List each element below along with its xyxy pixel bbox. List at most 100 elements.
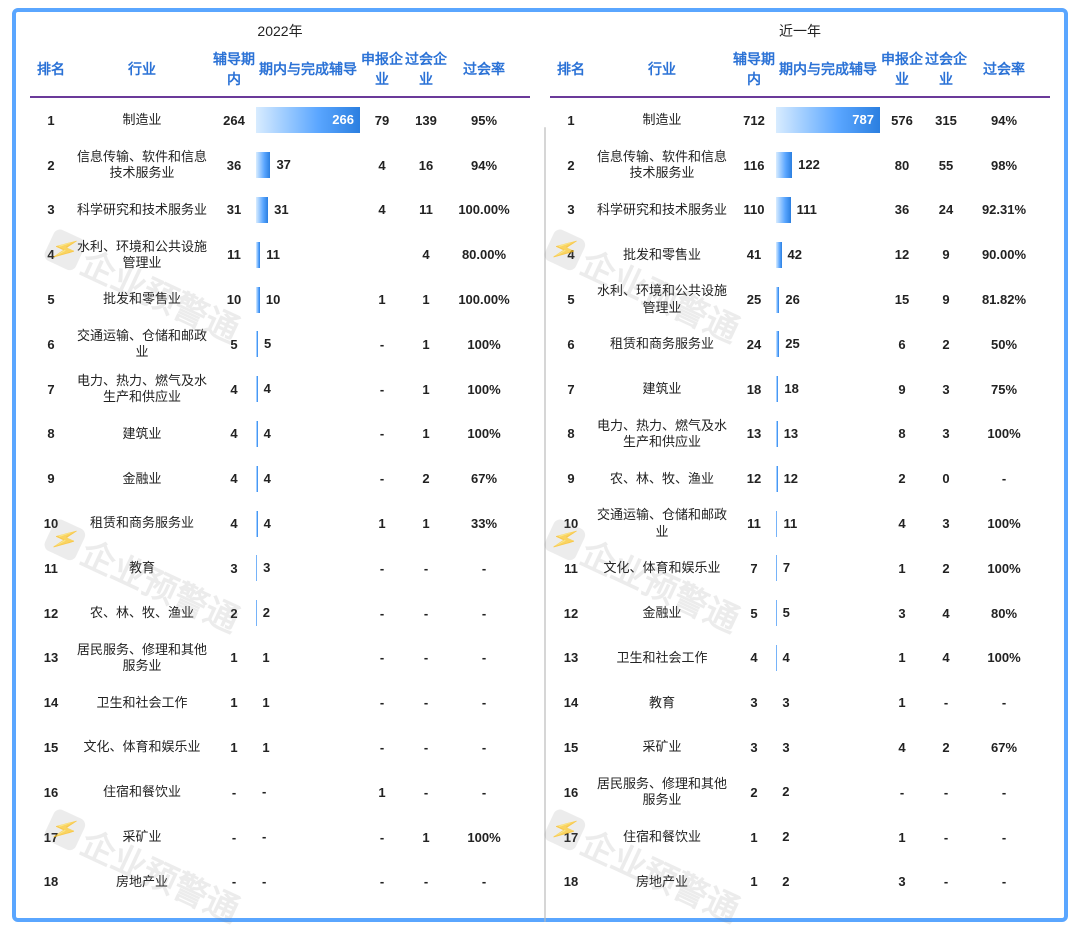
- cell-rank: 2: [550, 158, 592, 173]
- table-row: 14教育331--: [550, 680, 1050, 725]
- minibar-fill: [776, 197, 791, 223]
- cell-rate: 100%: [448, 337, 520, 352]
- table-row: 12农、林、牧、渔业22---: [30, 591, 530, 636]
- cell-industry: 建筑业: [592, 381, 732, 397]
- cell-v3: -: [212, 830, 256, 845]
- cell-v6: -: [924, 830, 968, 845]
- cell-industry: 建筑业: [72, 426, 212, 442]
- minibar-label: 4: [264, 421, 271, 447]
- minibar-fill: [256, 466, 258, 492]
- minibar-fill: [776, 287, 779, 313]
- cell-v5: 4: [880, 516, 924, 531]
- table-row: 9金融业44-267%: [30, 456, 530, 501]
- minibar-fill: [776, 645, 777, 671]
- minibar: 13: [776, 421, 880, 447]
- cell-v6: -: [924, 695, 968, 710]
- minibar: 2: [256, 600, 360, 626]
- cell-rate: 100%: [968, 426, 1040, 441]
- cell-v3: 3: [732, 740, 776, 755]
- cell-rank: 7: [30, 382, 72, 397]
- cell-v5: 36: [880, 202, 924, 217]
- minibar-label: 25: [785, 331, 799, 357]
- minibar: 11: [256, 242, 360, 268]
- cell-v6: 55: [924, 158, 968, 173]
- cell-v5: -: [360, 695, 404, 710]
- cell-rank: 7: [550, 382, 592, 397]
- cell-v6: -: [404, 650, 448, 665]
- minibar-fill: [256, 376, 258, 402]
- cell-rate: 100%: [968, 650, 1040, 665]
- cell-v5: 576: [880, 113, 924, 128]
- cell-rank: 3: [550, 202, 592, 217]
- minibar-label: 2: [782, 824, 789, 850]
- cell-v3: 4: [212, 471, 256, 486]
- table-row: 1制造业2642667913995%: [30, 98, 530, 143]
- minibar: 12: [776, 466, 880, 492]
- minibar-label: 3: [782, 690, 789, 716]
- minibar: 37: [256, 152, 360, 178]
- minibar-label: 111: [797, 197, 817, 223]
- table-row: 3科学研究和技术服务业3131411100.00%: [30, 188, 530, 233]
- table-row: 12金融业553480%: [550, 591, 1050, 636]
- cell-rate: -: [968, 785, 1040, 800]
- minibar: 4: [256, 511, 360, 537]
- cell-rate: 67%: [448, 471, 520, 486]
- cell-rank: 6: [30, 337, 72, 352]
- cell-rank: 14: [30, 695, 72, 710]
- minibar-fill: [256, 152, 270, 178]
- cell-rate: 100.00%: [448, 292, 520, 307]
- table-row: 16居民服务、修理和其他服务业22---: [550, 770, 1050, 815]
- minibar-fill: [256, 600, 257, 626]
- minibar-label: 2: [782, 779, 789, 805]
- minibar: 7: [776, 555, 880, 581]
- cell-industry: 信息传输、软件和信息技术服务业: [72, 149, 212, 182]
- minibar: 10: [256, 287, 360, 313]
- cell-industry: 金融业: [72, 471, 212, 487]
- table-row: 6租赁和商务服务业24256250%: [550, 322, 1050, 367]
- cell-v3: 11: [732, 516, 776, 531]
- cell-v5: -: [360, 426, 404, 441]
- minibar-label: 10: [266, 287, 280, 313]
- cell-v6: 2: [404, 471, 448, 486]
- cell-v3: 3: [212, 561, 256, 576]
- cell-v5: -: [360, 606, 404, 621]
- cell-v6: -: [924, 874, 968, 889]
- hdr-industry: 行业: [72, 59, 212, 79]
- minibar: 3: [256, 555, 360, 581]
- cell-v5: 1: [880, 561, 924, 576]
- minibar: 2: [776, 779, 880, 805]
- cell-rate: -: [448, 874, 520, 889]
- minibar-fill: [776, 242, 782, 268]
- table-row: 2信息传输、软件和信息技术服务业363741694%: [30, 143, 530, 188]
- cell-v5: 1: [880, 695, 924, 710]
- cell-v6: 16: [404, 158, 448, 173]
- hdr-col5: 申报企业: [880, 49, 924, 89]
- panel-title-right: 近一年: [550, 20, 1050, 42]
- cell-rank: 12: [30, 606, 72, 621]
- minibar-label: 26: [785, 287, 799, 313]
- minibar-label: 12: [784, 466, 798, 492]
- minibar: 11: [776, 511, 880, 537]
- cell-v5: 1: [880, 830, 924, 845]
- cell-v6: -: [404, 695, 448, 710]
- rows-left: 1制造业2642667913995%2信息传输、软件和信息技术服务业363741…: [30, 98, 530, 910]
- cell-industry: 电力、热力、燃气及水生产和供应业: [592, 418, 732, 451]
- cell-v3: 1: [212, 650, 256, 665]
- cell-rate: 100%: [448, 382, 520, 397]
- cell-rank: 15: [550, 740, 592, 755]
- table-row: 8建筑业44-1100%: [30, 412, 530, 457]
- cell-v3: 41: [732, 247, 776, 262]
- cell-rate: 33%: [448, 516, 520, 531]
- cell-rate: -: [968, 471, 1040, 486]
- hdr-rank: 排名: [550, 59, 592, 79]
- cell-rate: 98%: [968, 158, 1040, 173]
- cell-rank: 16: [30, 785, 72, 800]
- cell-v3: 2: [732, 785, 776, 800]
- minibar: 4: [256, 421, 360, 447]
- minibar-fill: [776, 600, 777, 626]
- minibar: -: [256, 869, 360, 895]
- cell-v3: 11: [212, 247, 256, 262]
- cell-rate: 80.00%: [448, 247, 520, 262]
- cell-rate: 100%: [968, 561, 1040, 576]
- cell-v6: 9: [924, 247, 968, 262]
